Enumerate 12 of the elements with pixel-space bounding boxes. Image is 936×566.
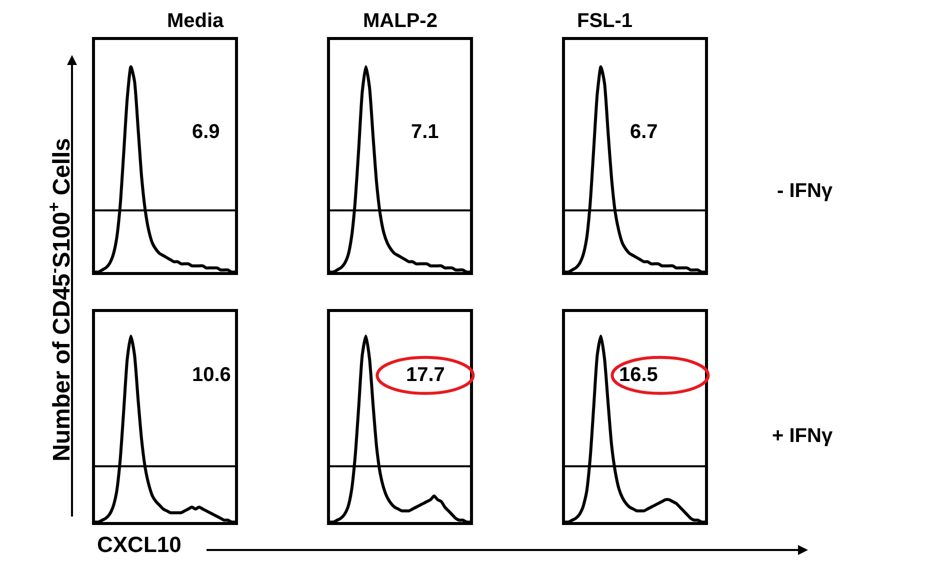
text: + IFNγ — [772, 425, 834, 447]
chart-title: MALP-2 — [363, 10, 438, 32]
text: - IFNγ — [777, 180, 834, 202]
chart-title: FSL-1 — [577, 10, 633, 32]
annotation: 10.6 — [192, 364, 231, 386]
chart-title: Media — [167, 10, 225, 32]
x-axis-title: CXCL10 — [97, 532, 182, 557]
annotation: 16.5 — [619, 364, 658, 386]
annotation: 6.9 — [192, 121, 220, 143]
annotation: 7.1 — [411, 121, 439, 143]
annotation: 17.7 — [406, 364, 445, 386]
annotation: 6.7 — [630, 121, 658, 143]
